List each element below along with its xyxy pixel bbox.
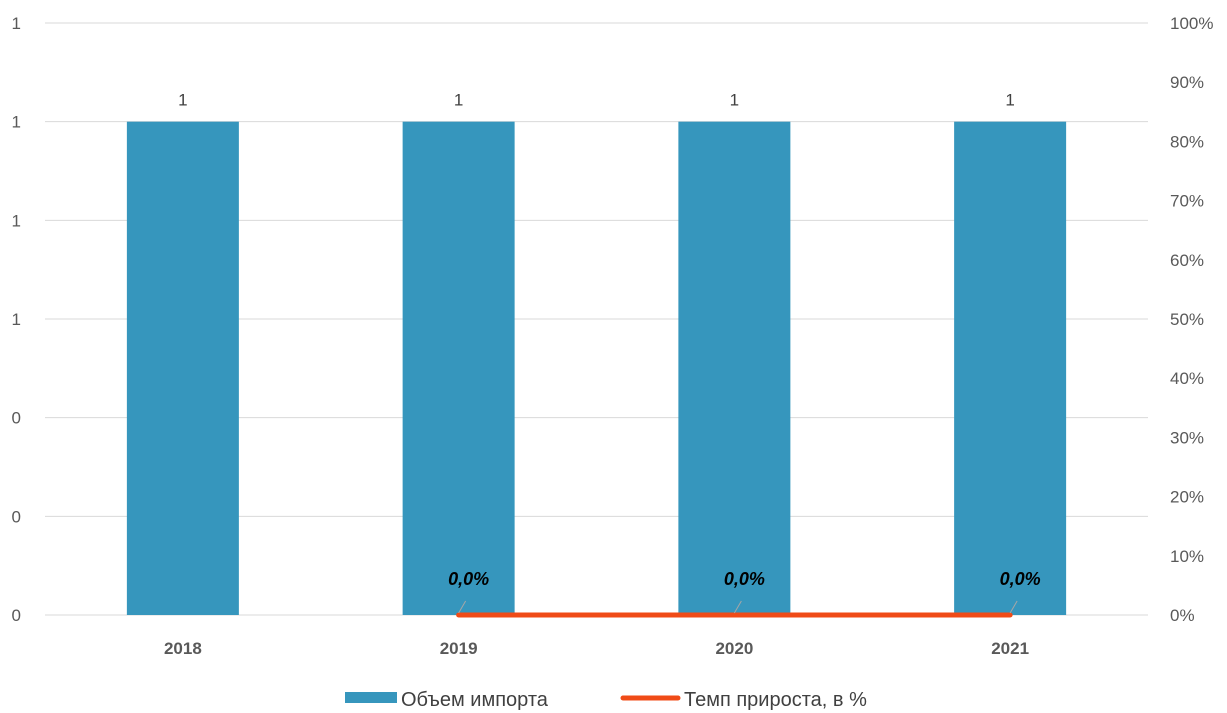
legend-label: Объем импорта (401, 689, 549, 711)
left-axis: 0 0 0 1 1 1 1 (12, 14, 21, 625)
rate-value-label: 0,0% (724, 569, 765, 589)
rate-label-leader (458, 600, 467, 614)
left-tick-label: 0 (12, 507, 21, 526)
left-tick-label: 1 (12, 113, 21, 132)
left-tick-label: 1 (12, 310, 21, 329)
bar (402, 121, 515, 616)
bar (954, 121, 1067, 616)
bar-value-label: 1 (178, 91, 187, 110)
category-label: 2018 (164, 639, 202, 658)
left-tick-label: 1 (12, 14, 21, 33)
right-tick-label: 30% (1170, 428, 1204, 447)
category-label: 2020 (715, 639, 753, 658)
right-tick-label: 80% (1170, 132, 1204, 151)
right-tick-label: 60% (1170, 251, 1204, 270)
bar-value-label: 1 (730, 91, 739, 110)
rate-label-leader (1009, 600, 1018, 614)
right-tick-label: 20% (1170, 488, 1204, 507)
bar-series: 1 1 1 1 (126, 91, 1067, 616)
bar-value-label: 1 (454, 91, 463, 110)
rate-label-leader (733, 600, 742, 614)
line-series: 0,0% 0,0% 0,0% (448, 569, 1041, 618)
left-tick-label: 0 (12, 606, 21, 625)
right-tick-label: 100% (1170, 14, 1213, 33)
right-tick-label: 40% (1170, 369, 1204, 388)
right-tick-label: 50% (1170, 310, 1204, 329)
legend: Объем импорта Темп прироста, в % (345, 689, 867, 711)
rate-value-label: 0,0% (448, 569, 489, 589)
bar-value-label: 1 (1005, 91, 1014, 110)
legend-label: Темп прироста, в % (684, 689, 867, 711)
right-tick-label: 70% (1170, 192, 1204, 211)
left-tick-label: 1 (12, 211, 21, 230)
bar (126, 121, 239, 616)
left-tick-label: 0 (12, 409, 21, 428)
x-axis: 2018 2019 2020 2021 (164, 639, 1029, 658)
bar (678, 121, 791, 616)
legend-swatch-bar (345, 692, 397, 703)
category-label: 2021 (991, 639, 1029, 658)
right-axis: 0% 10% 20% 30% 40% 50% 60% 70% 80% 90% 100% (1170, 14, 1213, 625)
right-tick-label: 90% (1170, 73, 1204, 92)
right-tick-label: 10% (1170, 547, 1204, 566)
rate-value-label: 0,0% (1000, 569, 1041, 589)
right-tick-label: 0% (1170, 606, 1195, 625)
category-label: 2019 (440, 639, 478, 658)
